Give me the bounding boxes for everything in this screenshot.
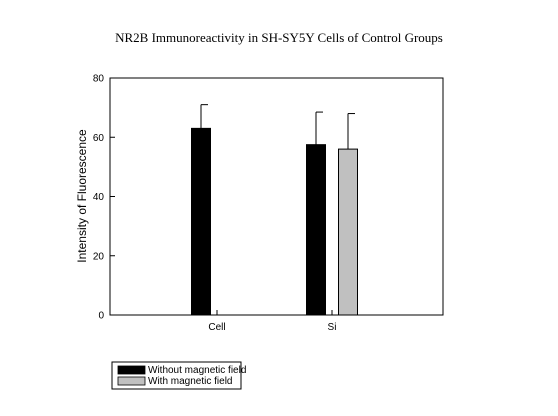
bars [191, 104, 358, 316]
x-axis-ticks: Cell Si [208, 310, 336, 333]
legend-swatch-with [117, 376, 146, 386]
legend-label-with: With magnetic field [148, 376, 232, 387]
y-tick-label: 60 [93, 133, 105, 144]
bar-si-series-1 [338, 148, 358, 316]
y-tick-label: 40 [93, 192, 105, 203]
x-tick-label: Si [328, 322, 337, 333]
legend-swatch-without [117, 365, 146, 375]
bar-si-series-0 [306, 144, 326, 316]
chart-title: NR2B Immunoreactivity in SH-SY5Y Cells o… [115, 30, 443, 45]
y-axis-ticks: 0 20 40 60 80 [93, 74, 115, 322]
plot-frame [109, 77, 444, 316]
legend-label-without: Without magnetic field [148, 365, 246, 376]
y-tick-label: 20 [93, 251, 105, 262]
y-axis-label: Intensity of Fluorescence [75, 129, 89, 263]
bar-cell-series-0 [191, 127, 211, 316]
legend: Without magnetic field With magnetic fie… [111, 361, 246, 390]
x-tick-label: Cell [208, 322, 225, 333]
y-tick-label: 80 [93, 74, 105, 85]
y-tick-label: 0 [98, 311, 104, 322]
